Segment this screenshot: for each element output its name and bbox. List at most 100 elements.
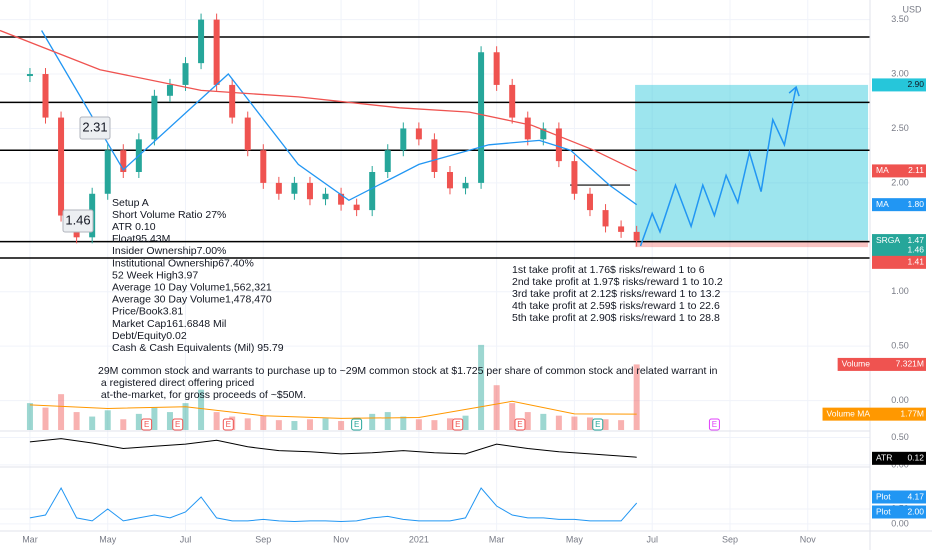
candle (555, 128, 562, 162)
news-line: 29M common stock and warrants to purchas… (98, 365, 718, 377)
y-tick-label: 0.00 (891, 395, 909, 405)
volume-bar (135, 413, 142, 430)
earnings-marker (351, 418, 363, 431)
candle (431, 139, 438, 172)
candle (384, 150, 391, 172)
x-tick-label: Nov (333, 534, 350, 544)
volume-bar (618, 420, 625, 430)
volume-bar (540, 413, 547, 430)
volume-bar (431, 420, 438, 430)
candle (540, 128, 547, 140)
stat-line: Insider Ownership7.00% (112, 245, 226, 257)
earnings-marker (708, 418, 720, 431)
y-tick-label: 2.50 (891, 123, 909, 133)
tag-value: 2.11 (908, 165, 924, 175)
volume-bar (338, 421, 345, 430)
volume-bar (89, 416, 96, 430)
y-tick-label: 3.00 (891, 68, 909, 78)
target-line: 2nd take profit at 1.97$ risks/reward 1 … (512, 276, 723, 288)
tag-name: SRGA (876, 235, 900, 245)
candle (42, 74, 49, 118)
candle (166, 84, 173, 96)
stat-line: Cash & Cash Equivalents (Mil) 95.79 (112, 342, 284, 354)
price-label: 2.31 (82, 119, 107, 134)
price-tag (872, 505, 926, 519)
volume-bar (166, 412, 173, 430)
x-tick-label: Mar (22, 534, 38, 544)
x-tick-label: Jul (180, 534, 192, 544)
stat-line: Market Cap161.6848 Mil (112, 318, 226, 330)
volume-bar (104, 410, 111, 430)
price-label: 1.46 (65, 212, 90, 227)
volume-bar (182, 403, 189, 430)
candle (478, 52, 485, 183)
ma-line (0, 29, 637, 172)
candle (462, 182, 469, 189)
stat-line: Institutional Ownership67.40% (112, 257, 254, 269)
volume-bar (524, 412, 531, 430)
candle (586, 193, 593, 211)
y-tick-label: 1.00 (891, 286, 909, 296)
earnings-label: E (455, 420, 460, 429)
candle (602, 210, 609, 227)
stat-line: Setup A (112, 197, 149, 209)
candle (182, 63, 189, 85)
candle (151, 95, 158, 140)
candle (618, 226, 625, 232)
volume-bar (291, 421, 298, 430)
y-tick-label: 0.00 (891, 518, 909, 528)
volume-bar (586, 417, 593, 430)
tag-name: Volume (842, 359, 871, 369)
volume-bar (198, 389, 205, 430)
candle (338, 193, 345, 205)
tag-name: MA (876, 199, 889, 209)
candle (322, 193, 329, 200)
earnings-marker (141, 418, 153, 431)
news-line: a registered direct offering priced (98, 377, 254, 389)
target-line: 4th take profit at 2.59$ risks/reward 1 … (512, 300, 720, 312)
x-tick-label: Sep (255, 534, 271, 544)
x-tick-label: Sep (722, 534, 738, 544)
price-tag (837, 357, 926, 371)
volume-bar (73, 412, 80, 430)
tag-value: 0.12 (907, 453, 924, 463)
price-tag (822, 407, 926, 421)
candle (571, 161, 578, 194)
y-tick-label: 3.50 (891, 14, 909, 24)
volume-bar (306, 419, 313, 430)
stat-line: Price/Book3.81 (112, 306, 183, 318)
volume-bar (275, 420, 282, 430)
candle (104, 150, 111, 194)
earnings-marker (452, 418, 464, 431)
volume-bar (322, 418, 329, 430)
y-tick-label: 0.50 (891, 432, 909, 442)
candle (275, 182, 282, 194)
candle (58, 117, 65, 216)
price-tag (872, 490, 926, 504)
x-tick-label: 2021 (409, 534, 429, 544)
tag-value: 4.17 (907, 491, 924, 501)
tag-value: 7.321M (896, 359, 924, 369)
labels: Mar May Jul Sep Nov 2021 Mar May Jul Sep Nov 0.00 0.… (22, 14, 926, 544)
earnings-label: E (175, 420, 180, 429)
stat-line: 52 Week High3.97 (112, 269, 198, 281)
news-line: at-the-market, for gross proceeds of ~$5… (98, 389, 306, 401)
volume-bar (244, 418, 251, 430)
candle (229, 84, 236, 118)
price-tag (872, 164, 926, 178)
candle (446, 172, 453, 189)
stat-line: Average 10 Day Volume1,562,321 (112, 281, 272, 293)
volume-bar (462, 415, 469, 430)
price-tag (872, 243, 926, 257)
projection-arrow (788, 85, 800, 97)
earnings-label: E (595, 420, 600, 429)
stat-line: ATR 0.10 (112, 221, 156, 233)
volume-bar (478, 344, 485, 430)
price-tag (872, 198, 926, 212)
volume-bar (260, 415, 267, 430)
target-line: 3rd take profit at 2.12$ risks/reward 1 … (512, 288, 721, 300)
earnings-marker (514, 418, 526, 431)
candle (524, 117, 531, 140)
candle (353, 204, 360, 211)
earnings-label: E (354, 420, 359, 429)
